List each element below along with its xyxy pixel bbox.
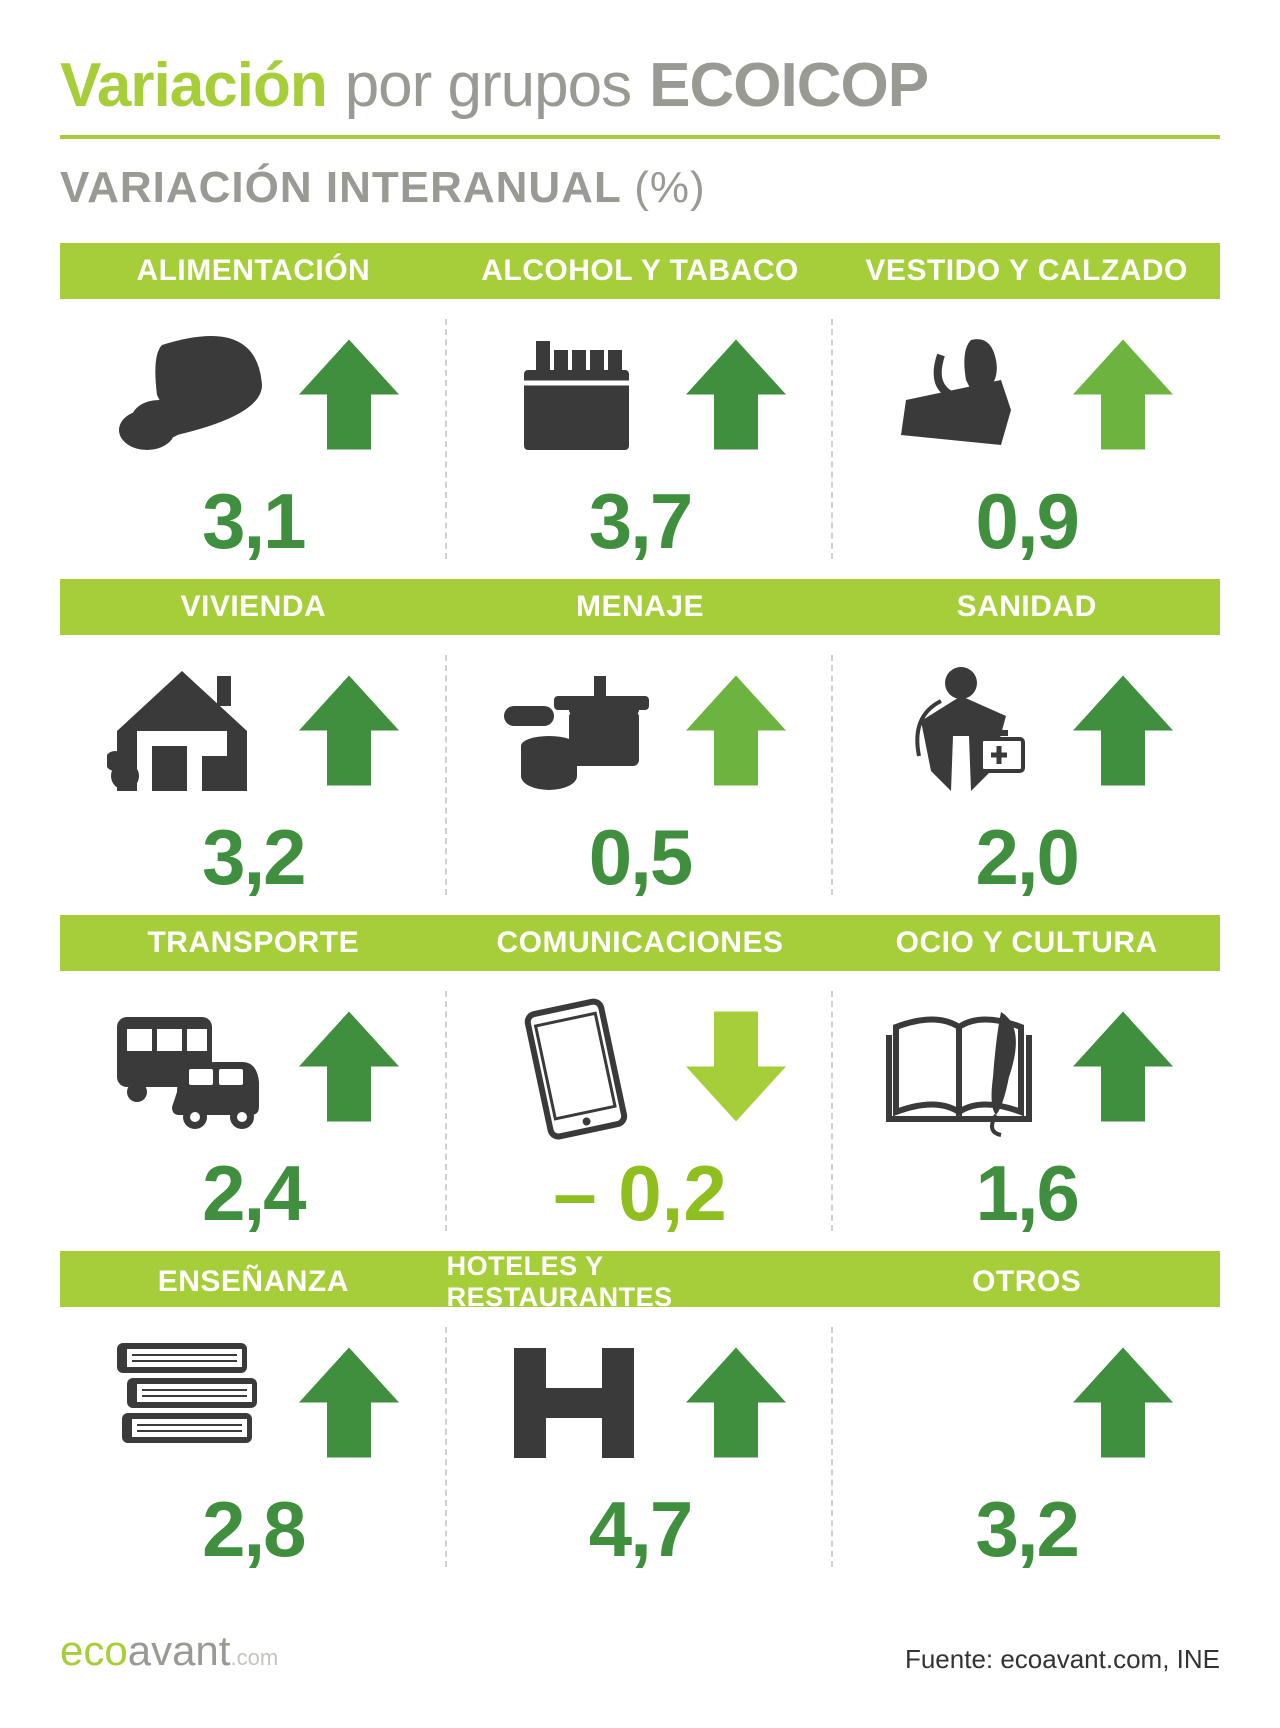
category-header: COMUNICACIONES (447, 915, 834, 971)
none-icon (881, 1328, 1041, 1478)
icon-row (70, 1325, 437, 1480)
value: 2,4 (202, 1148, 304, 1239)
footer: ecoavant.com Fuente: ecoavant.com, INE (60, 1627, 1220, 1675)
category-cell: 2,4 (60, 971, 447, 1251)
house-icon (107, 656, 267, 806)
category-header: HOTELES Y RESTAURANTES (447, 1251, 834, 1313)
category-header: ENSEÑANZA (60, 1251, 447, 1313)
value: 3,7 (589, 476, 691, 567)
category-cell: 0,9 (833, 299, 1220, 579)
category-header-band: VIVIENDAMENAJESANIDAD (60, 579, 1220, 635)
subtitle-text: VARIACIÓN INTERANUAL (60, 163, 621, 212)
value: 1,6 (975, 1148, 1077, 1239)
title-main: Variación (60, 50, 327, 121)
arrow-up-icon (299, 337, 399, 452)
category-header: OCIO Y CULTURA (833, 915, 1220, 971)
value: 3,2 (202, 812, 304, 903)
category-header-band: ALIMENTACIÓNALCOHOL Y TABACOVESTIDO Y CA… (60, 243, 1220, 299)
category-cell: 1,6 (833, 971, 1220, 1251)
bread-icon (107, 320, 267, 470)
value: 4,7 (589, 1484, 691, 1575)
title-divider (60, 135, 1220, 139)
category-cell: 3,2 (833, 1307, 1220, 1587)
arrow-up-icon (686, 337, 786, 452)
arrow-up-icon (686, 673, 786, 788)
value: 3,2 (975, 1484, 1077, 1575)
nurse-icon (881, 656, 1041, 806)
arrow-up-icon (299, 1345, 399, 1460)
icon-row (70, 653, 437, 808)
category-header: OTROS (833, 1251, 1220, 1313)
transport-icon (107, 992, 267, 1142)
icon-row (70, 317, 437, 472)
category-cell: 0,5 (447, 635, 834, 915)
value: 2,0 (975, 812, 1077, 903)
category-header: SANIDAD (833, 579, 1220, 635)
category-header: VIVIENDA (60, 579, 447, 635)
title: Variación por grupos ECOICOP (60, 50, 1220, 121)
book-icon (881, 992, 1041, 1142)
stackbooks-icon (107, 1328, 267, 1478)
category-cell: 3,2 (60, 635, 447, 915)
phone-icon (494, 992, 654, 1142)
category-header: ALIMENTACIÓN (60, 243, 447, 299)
icon-row (843, 989, 1210, 1144)
arrow-up-icon (1073, 1345, 1173, 1460)
logo-eco: eco (60, 1627, 128, 1674)
icon-row (457, 317, 824, 472)
category-cell: 2,8 (60, 1307, 447, 1587)
category-cell: 4,7 (447, 1307, 834, 1587)
icon-row (843, 653, 1210, 808)
source: Fuente: ecoavant.com, INE (905, 1644, 1220, 1675)
value: 0,9 (975, 476, 1077, 567)
arrow-down-icon (686, 1009, 786, 1124)
category-header-band: ENSEÑANZAHOTELES Y RESTAURANTESOTROS (60, 1251, 1220, 1307)
arrow-up-icon (299, 673, 399, 788)
icon-row (843, 317, 1210, 472)
arrow-up-icon (1073, 1009, 1173, 1124)
pots-icon (494, 656, 654, 806)
hotel-icon (494, 1328, 654, 1478)
clothes-icon (881, 320, 1041, 470)
category-header: MENAJE (447, 579, 834, 635)
arrow-up-icon (1073, 337, 1173, 452)
logo: ecoavant.com (60, 1627, 278, 1675)
icon-row (70, 989, 437, 1144)
value: 2,8 (202, 1484, 304, 1575)
arrow-up-icon (299, 1009, 399, 1124)
cigarettes-icon (494, 320, 654, 470)
icon-row (843, 1325, 1210, 1480)
category-cell: 3,1 (60, 299, 447, 579)
category-header: ALCOHOL Y TABACO (447, 243, 834, 299)
title-sub2: ECOICOP (649, 50, 928, 121)
title-sub1: por grupos (345, 50, 631, 121)
category-header-band: TRANSPORTECOMUNICACIONESOCIO Y CULTURA (60, 915, 1220, 971)
value: 0,5 (589, 812, 691, 903)
value: 3,1 (202, 476, 304, 567)
arrow-up-icon (1073, 673, 1173, 788)
icon-row (457, 989, 824, 1144)
category-header: TRANSPORTE (60, 915, 447, 971)
category-header: VESTIDO Y CALZADO (833, 243, 1220, 299)
logo-avant: avant (128, 1627, 231, 1674)
subtitle: VARIACIÓN INTERANUAL (%) (60, 163, 1220, 213)
category-cell: – 0,2 (447, 971, 834, 1251)
icon-row (457, 1325, 824, 1480)
value: – 0,2 (553, 1148, 726, 1239)
arrow-up-icon (686, 1345, 786, 1460)
infographic-grid: ALIMENTACIÓNALCOHOL Y TABACOVESTIDO Y CA… (60, 243, 1220, 1587)
logo-dotcom: .com (230, 1645, 278, 1670)
category-cell: 2,0 (833, 635, 1220, 915)
category-cell: 3,7 (447, 299, 834, 579)
icon-row (457, 653, 824, 808)
subtitle-pct: (%) (634, 163, 705, 212)
